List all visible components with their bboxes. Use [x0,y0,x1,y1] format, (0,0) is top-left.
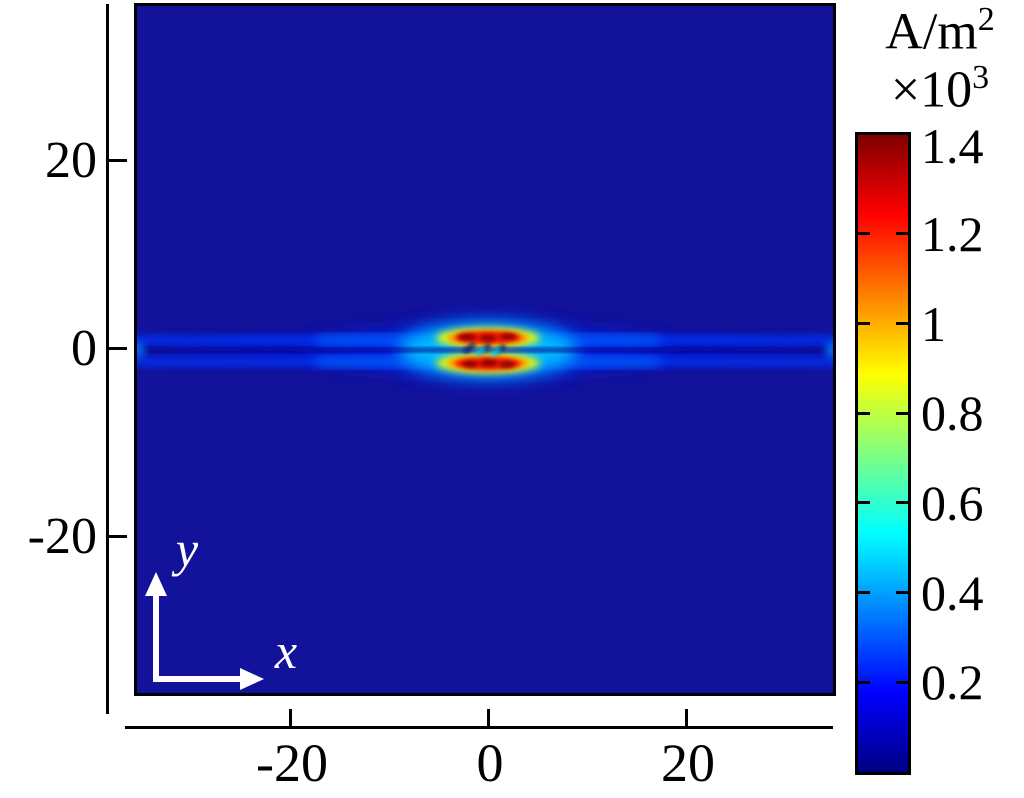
colorbar-tick-label: 0.6 [921,475,984,531]
y-arrow-label: y [171,521,199,577]
colorbar-tick-mark [896,322,908,325]
y-tick-label: -20 [27,508,97,565]
colorbar-tick-mark [858,412,870,415]
x-tick-mark [487,709,490,727]
colorbar-tick-mark [858,322,870,325]
x-arrowhead-icon [240,668,264,690]
plot-area: y x [134,3,836,696]
y-axis-line [106,4,109,714]
unit-multiplier-line: ×103 [890,58,990,119]
x-tick-label: 20 [661,733,715,793]
colorbar [855,132,911,775]
y-arrowhead-icon [145,572,167,596]
colorbar-tick-mark [858,501,870,504]
y-tick-label: 0 [71,320,97,377]
colorbar-tick-mark [858,681,870,684]
x-tick-label: 0 [476,733,504,793]
colorbar-tick-mark [858,232,870,235]
x-axis-line [125,726,833,729]
colorbar-tick-label: 1 [921,296,946,352]
colorbar-tick-mark [858,591,870,594]
colorbar-tick-label: 0.4 [921,565,984,621]
y-tick-label: 20 [45,132,97,189]
x-tick-mark [289,709,292,727]
colorbar-tick-label: 1.2 [921,206,984,262]
colorbar-tick-mark [896,412,908,415]
y-tick-mark [109,347,127,350]
unit-line: A/m2 [885,1,995,61]
x-tick-mark [685,709,688,727]
colorbar-tick-mark [896,501,908,504]
colorbar-tick-mark [896,232,908,235]
colorbar-tick-mark [896,591,908,594]
colorbar-tick-mark [896,681,908,684]
colorbar-tick-label: 0.8 [921,385,984,441]
x-arrow-label: x [274,623,297,679]
colorbar-unit-label: A/m2 ×103 [856,2,1024,118]
heatmap-canvas: y x [137,6,833,693]
y-tick-mark [109,159,127,162]
colorbar-tick-label: 1.4 [921,118,984,174]
coordinate-arrows [153,591,245,682]
x-tick-label: -20 [256,733,328,793]
colorbar-tick-label: 0.2 [921,654,984,710]
y-tick-mark [109,535,127,538]
